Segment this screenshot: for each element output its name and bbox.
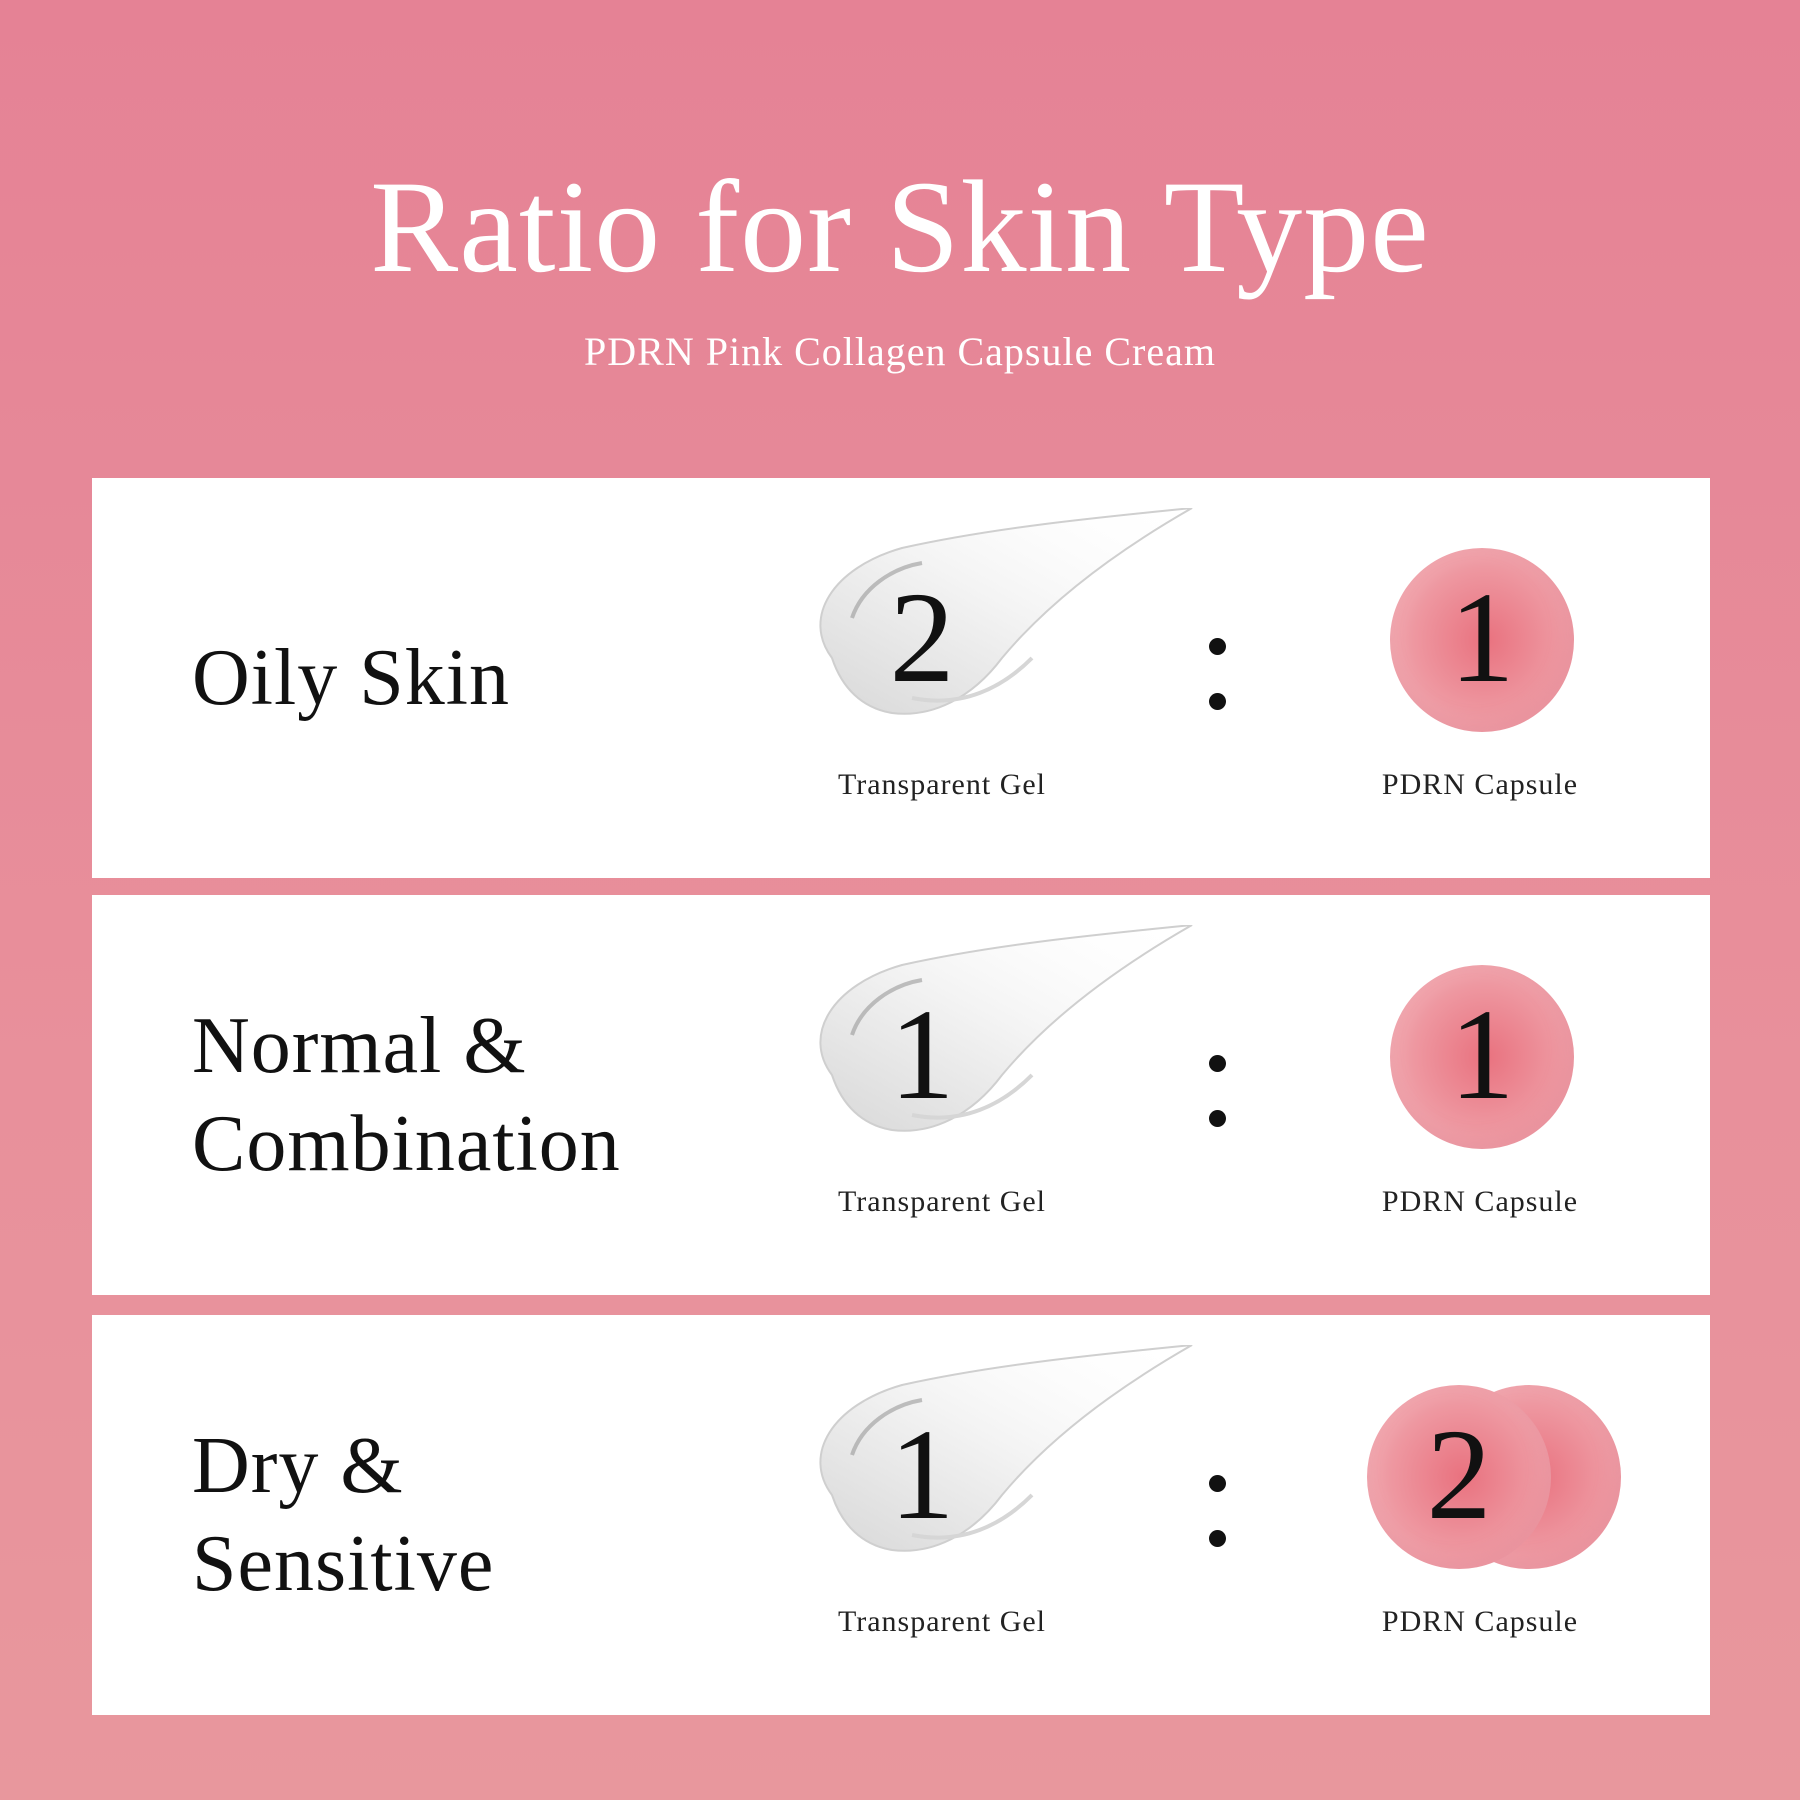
gel-caption: Transparent Gel xyxy=(837,1185,1047,1218)
capsule-caption: PDRN Capsule xyxy=(1381,1605,1579,1638)
gel-ratio: 1 xyxy=(889,1403,955,1547)
skin-type-line: Combination xyxy=(192,1100,621,1188)
skin-type-label: Normal & Combination xyxy=(192,997,621,1193)
skin-type-card: Normal & Combination 1 1 Transparent Gel … xyxy=(92,895,1710,1295)
pdrn-capsule-icon xyxy=(1367,1385,1551,1569)
capsule-caption: PDRN Capsule xyxy=(1381,1185,1579,1218)
pdrn-capsule-icon xyxy=(1390,548,1574,732)
product-subtitle: PDRN Pink Collagen Capsule Cream xyxy=(584,329,1216,374)
gel-ratio: 1 xyxy=(889,983,955,1127)
skin-type-card: Oily Skin 2 1 Transparent Gel PDRN Capsu… xyxy=(92,478,1710,878)
gel-caption: Transparent Gel xyxy=(837,768,1047,801)
ratio-colon-icon xyxy=(1209,638,1227,748)
skin-type-label: Oily Skin xyxy=(192,629,510,727)
transparent-gel-swatch-icon xyxy=(819,925,1193,1132)
gel-ratio: 2 xyxy=(889,566,955,710)
capsule-caption: PDRN Capsule xyxy=(1381,768,1579,801)
transparent-gel-swatch-icon xyxy=(819,508,1193,715)
ratio-colon-icon xyxy=(1209,1475,1227,1585)
transparent-gel-swatch-icon xyxy=(819,1345,1193,1552)
capsule-ratio: 1 xyxy=(1449,566,1515,710)
page-title: Ratio for Skin Type xyxy=(370,153,1430,300)
capsule-ratio: 1 xyxy=(1449,983,1515,1127)
skin-type-card: Dry & Sensitive 1 2 Transparent Gel PDRN … xyxy=(92,1315,1710,1715)
pdrn-capsule-icon xyxy=(1390,965,1574,1149)
skin-type-label: Dry & Sensitive xyxy=(192,1417,494,1613)
skin-type-line: Oily Skin xyxy=(192,634,510,722)
ratio-colon-icon xyxy=(1209,1055,1227,1165)
capsule-ratio: 2 xyxy=(1426,1403,1492,1547)
skin-type-line: Sensitive xyxy=(192,1520,495,1608)
gel-caption: Transparent Gel xyxy=(837,1605,1047,1638)
skin-type-line: Dry & xyxy=(192,1422,404,1510)
skin-type-line: Normal & xyxy=(192,1002,527,1090)
